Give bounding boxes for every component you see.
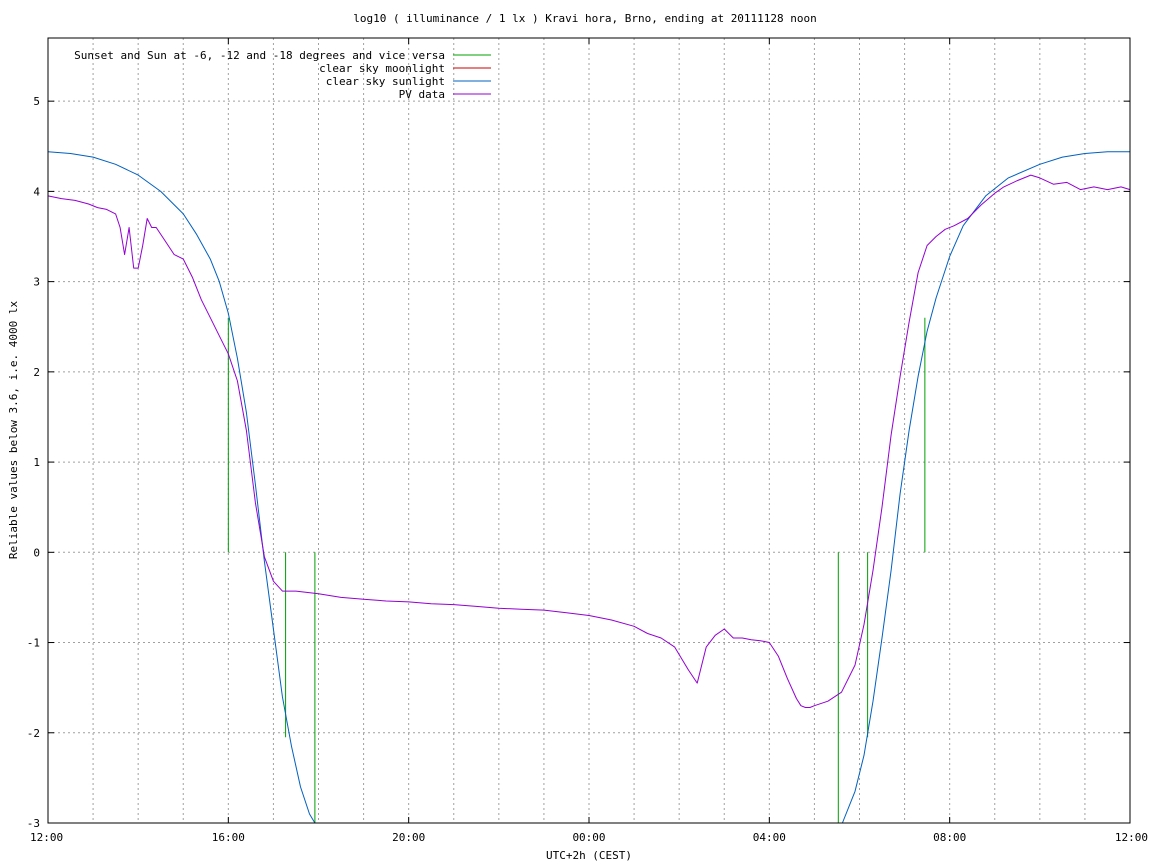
- x-tick-label: 04:00: [753, 831, 786, 844]
- x-axis-label: UTC+2h (CEST): [546, 849, 632, 862]
- y-tick-label: -2: [27, 727, 40, 740]
- y-tick-label: 2: [33, 366, 40, 379]
- legend-label: clear sky sunlight: [326, 75, 445, 88]
- series-lines: [47, 151, 1131, 824]
- y-tick-label: 0: [33, 546, 40, 559]
- y-axis-label: Reliable values below 3.6, i.e. 4000 lx: [7, 300, 20, 559]
- y-tick-label: -1: [27, 637, 40, 650]
- x-tick-label: 12:00: [30, 831, 63, 844]
- x-tick-label: 08:00: [933, 831, 966, 844]
- y-tick-label: 4: [33, 185, 40, 198]
- x-tick-label: 20:00: [392, 831, 425, 844]
- y-tick-label: 3: [33, 276, 40, 289]
- series-line-3: [47, 174, 1131, 708]
- chart-title: log10 ( illuminance / 1 lx ) Kravi hora,…: [353, 12, 817, 25]
- grid-lines: [48, 38, 1130, 823]
- series-line-2: [47, 151, 1130, 824]
- legend-label: Sunset and Sun at -6, -12 and -18 degree…: [74, 49, 445, 62]
- legend-label: clear sky moonlight: [319, 62, 445, 75]
- legend: Sunset and Sun at -6, -12 and -18 degree…: [74, 49, 491, 101]
- y-tick-label: 1: [33, 456, 40, 469]
- y-tick-label: -3: [27, 817, 40, 830]
- axis-ticks: 12:00 16:00 20:00 00:00 04:00 08:00 12:00-3-2-…: [27, 38, 1148, 844]
- plot-frame: [47, 37, 1131, 824]
- y-tick-label: 5: [33, 95, 40, 108]
- x-tick-label: 00:00: [572, 831, 605, 844]
- x-tick-label: 12:00: [1115, 831, 1148, 844]
- legend-label: PV data: [399, 88, 445, 101]
- x-tick-label: 16:00: [212, 831, 245, 844]
